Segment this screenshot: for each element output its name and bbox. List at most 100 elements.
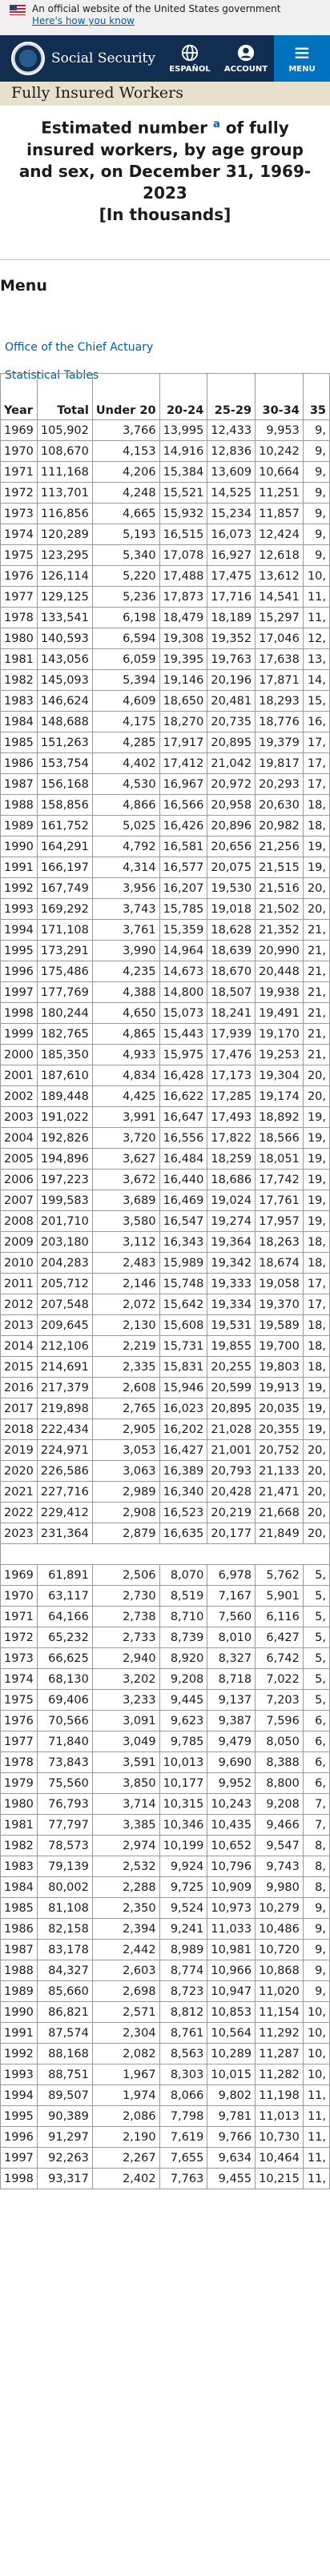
value-cell: 20,293 [255,773,304,795]
account-button[interactable]: ACCOUNT [218,35,274,82]
value-cell: 16,427 [159,1439,208,1461]
value-cell: 169,292 [36,898,93,920]
menu-button[interactable]: MENU [274,35,330,82]
value-cell: 20, [302,1065,330,1086]
value-cell: 129,125 [36,586,93,608]
value-cell: 2,130 [91,1314,160,1336]
site-brand[interactable]: Social Security [51,50,155,66]
value-cell: 4,530 [91,773,160,795]
data-table-container[interactable]: Year Total Under 20 20-24 25-29 30-34 35 1969 1… [0,373,330,2189]
value-cell: 19,938 [255,981,304,1003]
value-cell: 18, [302,1252,330,1274]
value-cell: 2,190 [91,2126,160,2148]
value-cell: 204,283 [36,1252,93,1274]
table-row: 1969 61,891 2,506 8,070 6,978 5,762 5, [0,1564,330,1586]
value-cell: 177,769 [36,981,93,1003]
table-row: 1969 105,902 3,766 13,995 12,433 9,953 9, [0,419,330,441]
value-cell: 113,701 [36,482,93,504]
year-cell: 1996 [0,961,38,982]
value-cell: 9,785 [159,1731,208,1752]
value-cell: 14,673 [159,961,208,982]
value-cell: 2,603 [91,1960,160,1981]
value-cell: 8,066 [159,2084,208,2106]
value-cell: 10,796 [207,1856,256,1877]
value-cell: 2,267 [91,2147,160,2169]
year-cell: 1983 [0,690,38,712]
value-cell: 19,174 [255,1085,304,1107]
globe-icon [181,44,199,61]
table-row: 1977 129,125 5,236 17,873 17,716 14,541 11, [0,586,330,608]
value-cell: 4,609 [91,690,160,712]
heres-how-you-know-link[interactable]: Here's how you know [32,15,135,26]
value-cell: 219,898 [36,1398,93,1419]
table-row: 1991 166,197 4,314 16,577 20,075 21,515 19, [0,857,330,878]
value-cell: 18,686 [207,1169,256,1190]
value-cell: 224,971 [36,1439,93,1461]
value-cell: 66,625 [36,1647,93,1669]
value-cell: 8, [302,1876,330,1898]
value-cell: 89,507 [36,2084,93,2106]
menu-item-office-of-chief-actuary[interactable]: Office of the Chief Actuary [5,341,154,354]
value-cell: 18,293 [255,690,304,712]
value-cell: 16,484 [159,1148,208,1170]
table-row: 2023 231,364 2,879 16,635 20,177 21,849 20, [0,1523,330,1544]
value-cell: 16,523 [159,1502,208,1523]
value-cell: 3,591 [91,1751,160,1773]
table-row: 2011 205,712 2,146 15,748 19,333 19,058 17, [0,1273,330,1294]
year-cell: 2011 [0,1273,38,1294]
value-cell: 10,966 [207,1960,256,1981]
section-separator-row [0,1543,330,1565]
value-cell: 19,491 [255,1002,304,1024]
value-cell: 14,525 [207,482,256,504]
value-cell: 14,800 [159,981,208,1003]
table-row: 1976 70,566 3,091 9,623 9,387 7,596 6, [0,1710,330,1731]
value-cell: 15,359 [159,919,208,941]
column-header: Year [0,373,38,420]
value-cell: 4,235 [91,961,160,982]
value-cell: 3,627 [91,1148,160,1170]
year-cell: 1979 [0,1772,38,1794]
year-cell: 1991 [0,857,38,878]
year-cell: 1993 [0,2064,38,2085]
value-cell: 185,350 [36,1044,93,1065]
year-cell: 1980 [0,1793,38,1815]
espanol-label: ESPAÑOL [169,64,211,74]
year-cell: 1971 [0,461,38,483]
value-cell: 12,836 [207,440,256,462]
value-cell: 9,455 [207,2168,256,2189]
column-header: 20-24 [159,373,208,420]
ssa-seal-logo[interactable] [11,42,45,75]
table-row: 1972 65,232 2,733 8,739 8,010 6,427 5, [0,1627,330,1648]
gov-banner-text: An official website of the United States… [32,3,281,14]
value-cell: 173,291 [36,940,93,961]
value-cell: 18,189 [207,607,256,628]
value-cell: 18,674 [255,1252,304,1274]
value-cell: 5, [302,1585,330,1607]
value-cell: 19,370 [255,1294,304,1315]
value-cell: 10,720 [255,1939,304,1960]
year-cell: 1980 [0,628,38,649]
value-cell: 61,891 [36,1564,93,1586]
footnote-link[interactable]: a [212,118,220,130]
value-cell: 7,203 [255,1689,304,1711]
value-cell: 14,964 [159,940,208,961]
value-cell: 20,735 [207,711,256,732]
value-cell: 16,469 [159,1190,208,1211]
value-cell: 19,146 [159,669,208,691]
value-cell: 21,516 [255,877,304,899]
value-cell: 19,803 [255,1356,304,1378]
value-cell: 21,028 [207,1418,256,1440]
year-cell: 1991 [0,2022,38,2044]
year-cell: 2000 [0,1044,38,1065]
value-cell: 9,980 [255,1876,304,1898]
value-cell: 8,718 [207,1668,256,1690]
espanol-button[interactable]: ESPAÑOL [162,35,218,82]
value-cell: 3,049 [91,1731,160,1752]
value-cell: 17,488 [159,565,208,587]
value-cell: 6, [302,1751,330,1773]
value-cell: 92,263 [36,2147,93,2169]
value-cell: 16,635 [159,1523,208,1544]
value-cell: 20,895 [207,1398,256,1419]
value-cell: 10,464 [255,2147,304,2169]
value-cell: 19,589 [255,1314,304,1336]
